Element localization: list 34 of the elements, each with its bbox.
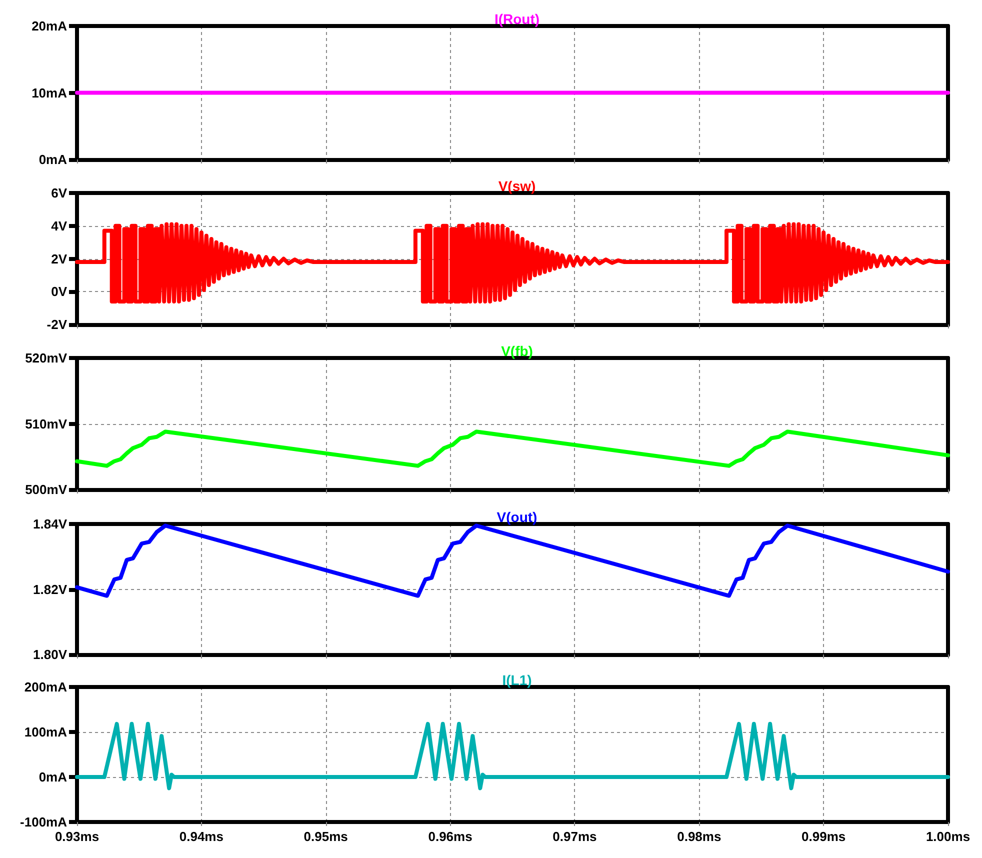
y-tick-label: -2V: [46, 317, 68, 332]
y-tick-label: 520mV: [25, 350, 68, 366]
y-tick-label: 1.82V: [33, 582, 68, 597]
y-tick-label: -100mA: [20, 814, 68, 830]
y-tick-label: 1.80V: [33, 647, 68, 662]
y-tick-label: 0V: [51, 284, 68, 300]
y-tick-label: 100mA: [24, 724, 68, 740]
x-tick-label: 0.98ms: [677, 829, 722, 844]
y-tick-label: 200mA: [24, 680, 68, 694]
y-tick-label: 4V: [51, 218, 68, 234]
x-tick-label: 0.94ms: [179, 829, 224, 844]
y-tick-label: 6V: [51, 186, 68, 200]
x-tick-label: 0.95ms: [304, 829, 348, 844]
x-tick-label: 1.00ms: [926, 829, 970, 844]
line-series: [75, 430, 950, 468]
x-tick-label: 0.96ms: [428, 829, 472, 844]
y-tick-label: 1.84V: [33, 516, 68, 532]
chart-title: I(L1): [502, 672, 532, 688]
line-series: [75, 722, 950, 790]
y-tick-label: 0mA: [38, 770, 68, 784]
y-tick-label: 20mA: [32, 18, 68, 34]
chart-title: V(sw): [498, 178, 536, 194]
y-tick-label: 10mA: [32, 85, 68, 100]
y-tick-label: 2V: [51, 251, 68, 266]
chart-title: V(fb): [501, 343, 533, 359]
y-tick-label: 0mA: [38, 152, 68, 167]
x-tick-label: 0.99ms: [802, 829, 846, 844]
x-tick-label: 0.93ms: [54, 829, 100, 844]
chart-title: V(out): [496, 509, 538, 525]
y-tick-label: 510mV: [25, 416, 68, 432]
line-series: [75, 222, 950, 304]
chart-title: I(Rout): [494, 11, 540, 27]
y-tick-label: 500mV: [25, 482, 68, 497]
x-tick-label: 0.97ms: [552, 829, 597, 844]
